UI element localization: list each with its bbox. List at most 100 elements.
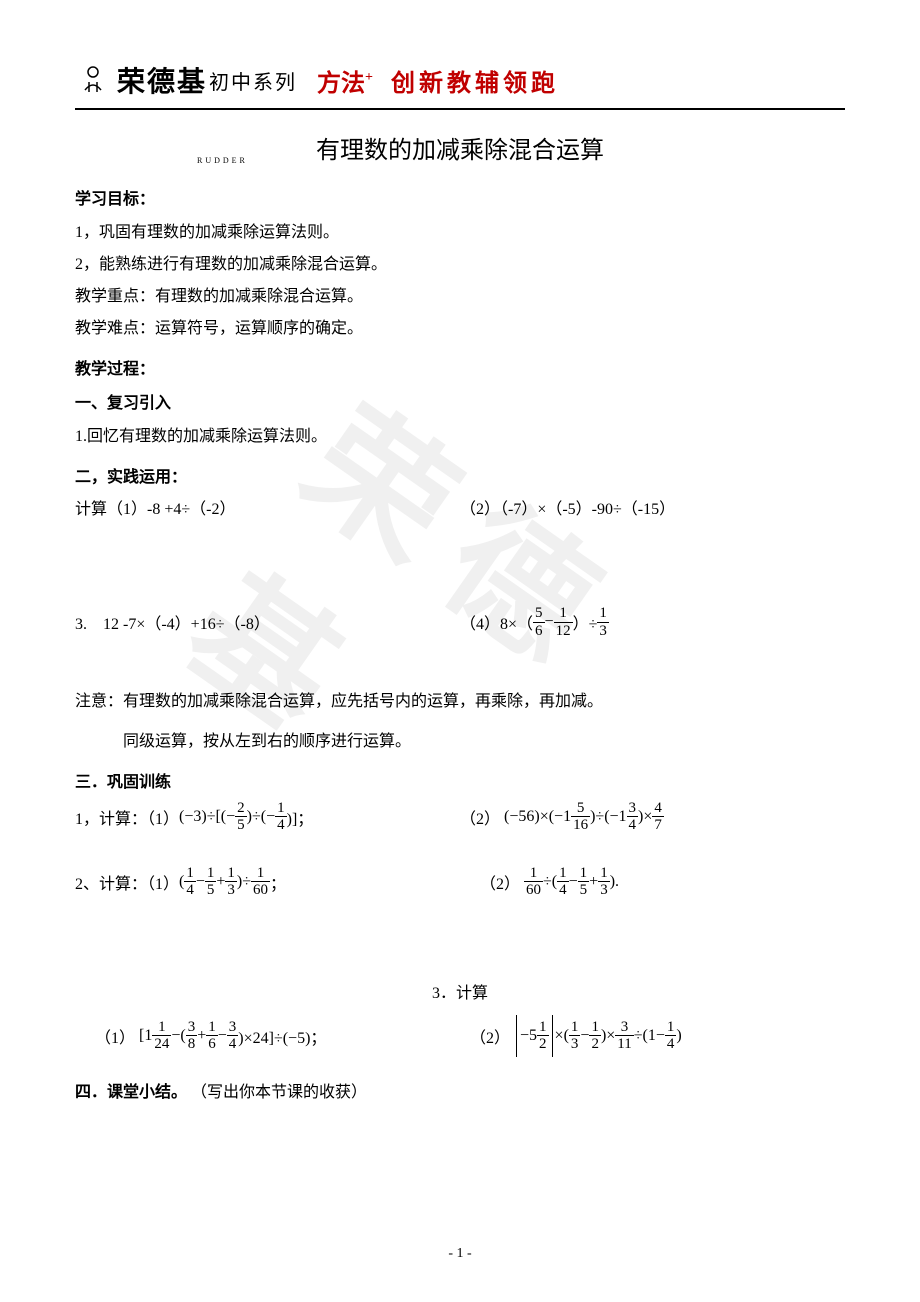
c2-2-m1: −: [569, 873, 578, 891]
c1-frac1: 25: [235, 800, 247, 834]
process-heading: 教学过程：: [75, 355, 845, 379]
method-plus: +: [365, 70, 373, 85]
c2-2-frac4: 13: [598, 865, 610, 899]
p4-frac2: 112: [554, 605, 573, 639]
p4-frac3: 13: [597, 605, 609, 639]
c2-c: ；: [270, 870, 286, 894]
p4-prefix: （4）8×（: [460, 610, 533, 634]
p1-text: （1）-8 +4÷（-2）: [107, 501, 235, 518]
method-text: 方法: [317, 71, 365, 97]
c2-m1: −: [196, 873, 205, 891]
note-2: 同级运算，按从左到右的顺序进行运算。: [75, 727, 845, 757]
c2-2-frac1: 160: [524, 865, 543, 899]
c1-2-a: (−56)×(−1: [504, 808, 571, 826]
c3-2-frac3: 311: [615, 1019, 633, 1053]
c2-2-frac2: 14: [557, 865, 569, 899]
c3-2-a: ×(: [555, 1027, 569, 1045]
c1-2-label: （2）: [460, 805, 500, 829]
difficulty: 教学难点：运算符号，运算顺序的确定。: [75, 313, 845, 345]
c2-frac1: 14: [184, 865, 196, 899]
slogan: 创新教辅领跑: [391, 63, 559, 98]
c3-1-m1: +: [197, 1027, 206, 1045]
c1-a: (−3)÷[(−: [179, 808, 235, 826]
c3-1-b: −(: [171, 1027, 185, 1045]
c1-label: 1，计算：（1）: [75, 805, 179, 829]
problem-1: 计算（1）-8 +4÷（-2）: [75, 495, 460, 519]
problem-4: （4）8×（ 56 − 112 ）÷ 13: [460, 605, 845, 639]
objective-2: 2，能熟练进行有理数的加减乘除混合运算。: [75, 249, 845, 281]
c2-label: 2、计算：（1）: [75, 870, 179, 894]
c3-2-c: ÷(1−: [634, 1027, 665, 1045]
c2-problem-1: 2、计算：（1） ( 14 − 15 + 13 )÷ 160 ；: [75, 865, 440, 899]
summary-heading: 四．课堂小结。: [75, 1084, 187, 1101]
page-content: 荣德基 RUDDER 初中系列 方法+ 创新教辅领跑 有理数的加减乘除混合运算 …: [75, 60, 845, 1109]
c2-b: )÷: [237, 873, 251, 891]
c3-1-frac3: 16: [206, 1019, 218, 1053]
c2-problem-2: （2） 160 ÷( 14 − 15 + 13 ).: [440, 865, 845, 899]
c3-problem-2: （2） −5 12 ×( 13 − 12 )× 311 ÷(1− 14 ): [470, 1015, 845, 1057]
consolidate-heading: 三．巩固训练: [75, 768, 845, 792]
calc-label: 计算: [75, 501, 107, 518]
c2-2-m2: +: [589, 873, 598, 891]
page-number: - 1 -: [0, 1246, 920, 1262]
practice-heading: 二，实践运用：: [75, 463, 845, 487]
consolidate-row-3: （1） [1 124 −( 38 + 16 − 34 )×24]÷(−5)； （…: [75, 1015, 845, 1057]
c3-1-label: （1）: [95, 1024, 135, 1048]
c3-2-frac1: 13: [569, 1019, 581, 1053]
objectives-heading: 学习目标：: [75, 185, 845, 209]
c3-2-label: （2）: [470, 1024, 510, 1048]
c2-2-b: ).: [610, 873, 619, 891]
method-label: 方法+: [317, 63, 373, 98]
c1-2-frac3: 47: [652, 800, 664, 834]
c3-2-d: ): [676, 1027, 681, 1045]
c2-m2: +: [216, 873, 225, 891]
brand-main: 荣德基: [117, 60, 207, 100]
c3-1-c: )×24]÷(−5)；: [238, 1024, 326, 1048]
c1-frac2: 14: [275, 800, 287, 834]
keypoint: 教学重点：有理数的加减乘除混合运算。: [75, 281, 845, 313]
c3-2-abs-frac: 12: [537, 1019, 549, 1053]
problem-3: 3. 12 -7×（-4）+16÷（-8）: [75, 605, 460, 639]
c3-1-frac1: 124: [152, 1019, 171, 1053]
c2-2-label: （2）: [480, 870, 520, 894]
problem-row-2: 3. 12 -7×（-4）+16÷（-8） （4）8×（ 56 − 112 ）÷…: [75, 605, 845, 639]
c1-problem-1: 1，计算：（1） (−3)÷[(− 25 )÷(− 14 )]；: [75, 800, 460, 834]
consolidate-row-1: 1，计算：（1） (−3)÷[(− 25 )÷(− 14 )]； （2） (−5…: [75, 800, 845, 834]
consolidate-row-2: 2、计算：（1） ( 14 − 15 + 13 )÷ 160 ； （2） 160…: [75, 865, 845, 899]
note-1: 注意：有理数的加减乘除混合运算，应先括号内的运算，再乘除，再加减。: [75, 687, 845, 717]
c1-2-c: )×: [638, 808, 652, 826]
c1-c: )]；: [287, 805, 314, 829]
c3-2-abs: −5 12: [516, 1015, 553, 1057]
review-heading: 一、复习引入: [75, 389, 845, 413]
c3-problem-1: （1） [1 124 −( 38 + 16 − 34 )×24]÷(−5)；: [75, 1015, 470, 1057]
c3-2-abs-a: −5: [520, 1027, 537, 1045]
c1-2-frac1: 516: [571, 800, 590, 834]
c2-2-frac3: 15: [578, 865, 590, 899]
problem-row-1: 计算（1）-8 +4÷（-2） （2）（-7）×（-5）-90÷（-15）: [75, 495, 845, 519]
c1-2-frac2: 34: [627, 800, 639, 834]
c3-1-a: [1: [139, 1027, 152, 1045]
c3-1-frac2: 38: [186, 1019, 198, 1053]
p4-mid: −: [545, 613, 554, 631]
c3-heading: 3．计算: [75, 979, 845, 1003]
c2-frac2: 15: [205, 865, 217, 899]
p4-frac1: 56: [533, 605, 545, 639]
c3-1-frac4: 34: [227, 1019, 239, 1053]
brand-sub: 初中系列: [209, 66, 297, 95]
c1-b: )÷(−: [247, 808, 275, 826]
c3-2-b: )×: [601, 1027, 615, 1045]
c3-2-m1: −: [580, 1027, 589, 1045]
c1-problem-2: （2） (−56)×(−1 516 )÷(−1 34 )× 47: [460, 800, 845, 834]
problem-2: （2）（-7）×（-5）-90÷（-15）: [460, 495, 845, 519]
c2-frac3: 13: [225, 865, 237, 899]
c3-1-m2: −: [218, 1027, 227, 1045]
summary-line: 四．课堂小结。 （写出你本节课的收获）: [75, 1077, 845, 1109]
header: 荣德基 RUDDER 初中系列 方法+ 创新教辅领跑: [75, 60, 845, 110]
c3-2-frac4: 14: [665, 1019, 677, 1053]
page-title: 有理数的加减乘除混合运算: [75, 130, 845, 165]
logo-icon: [75, 62, 111, 98]
c1-2-b: )÷(−1: [590, 808, 626, 826]
c3-2-frac2: 12: [589, 1019, 601, 1053]
p4-suffix: ）÷: [573, 610, 598, 634]
review-1: 1.回忆有理数的加减乘除运算法则。: [75, 421, 845, 453]
